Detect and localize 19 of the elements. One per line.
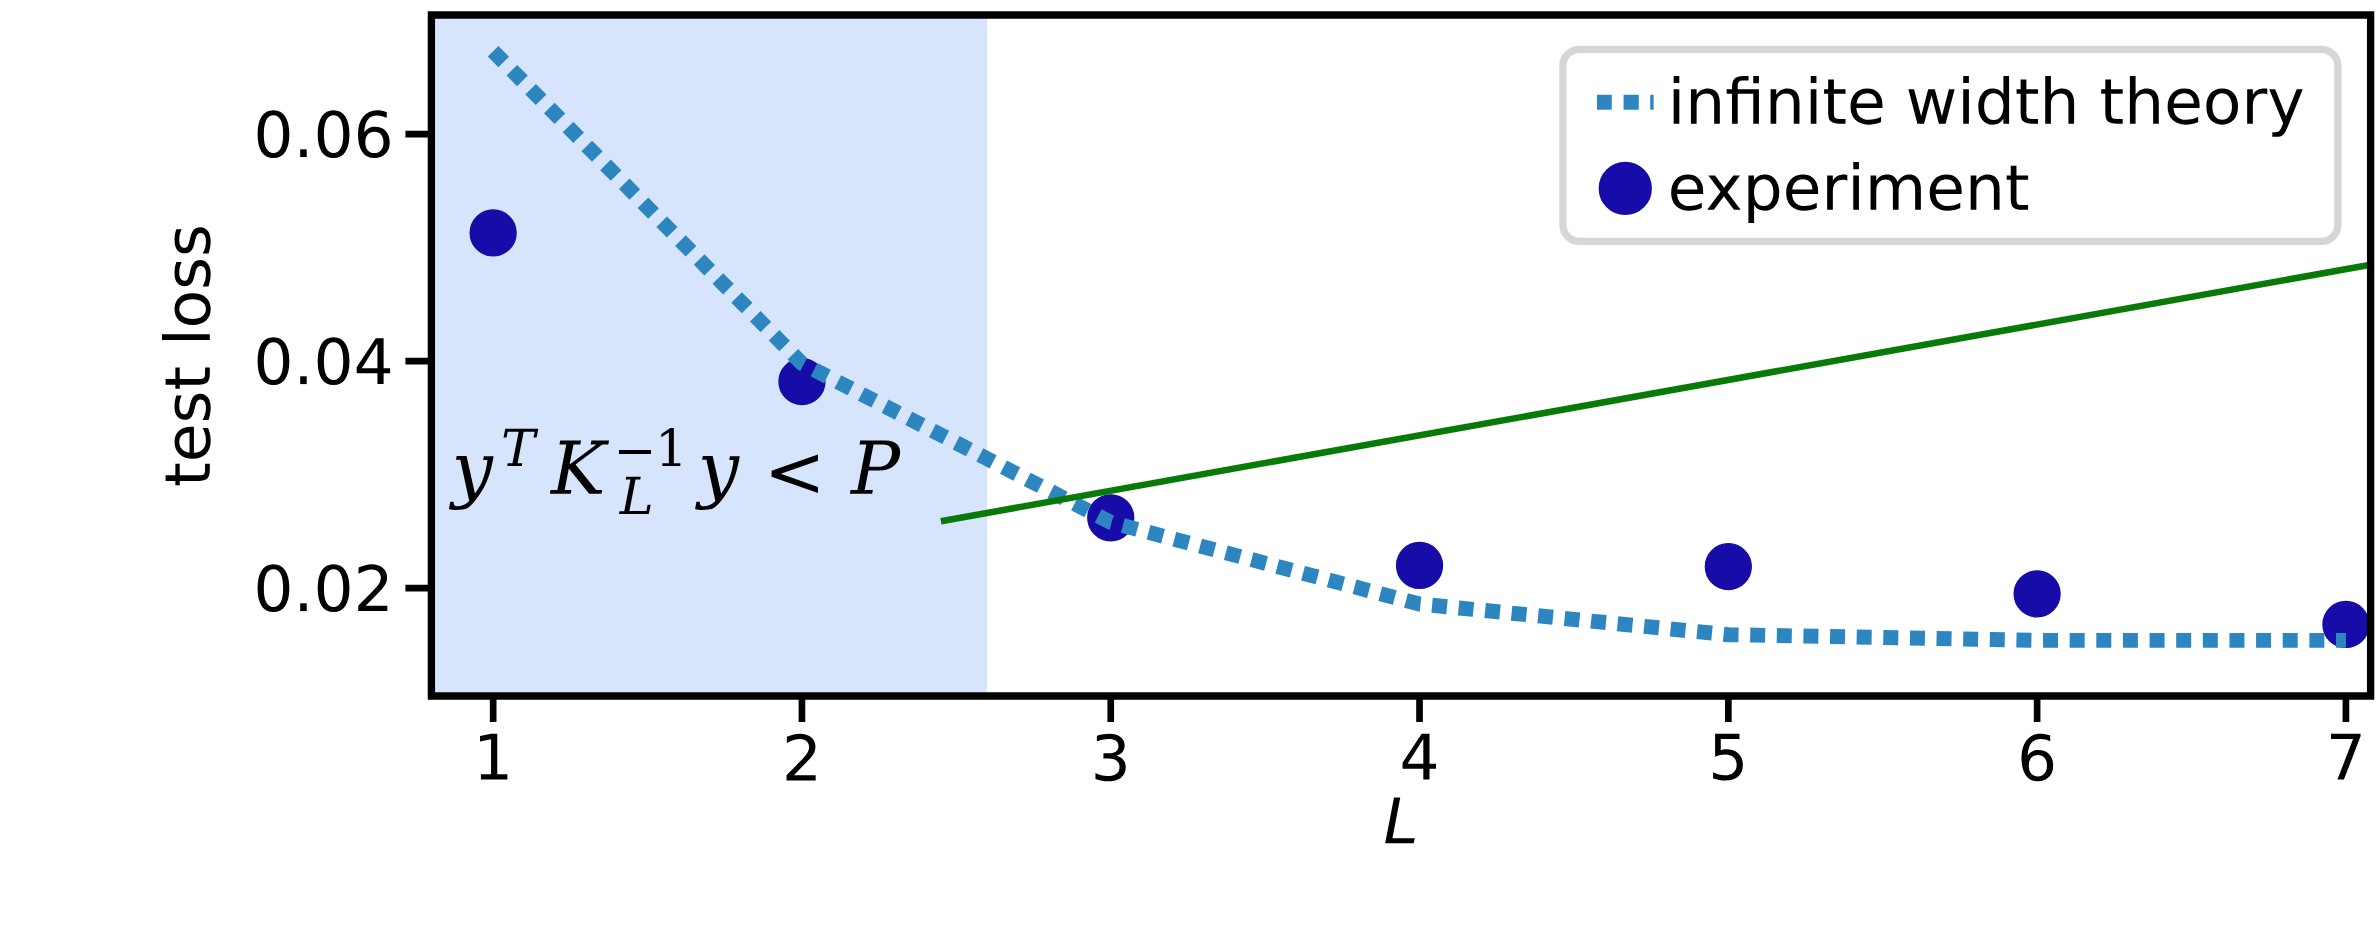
x-axis-title: L [1385,797,1415,844]
x-tick-label: 7 [2331,733,2361,780]
point [1704,543,1752,591]
x-tick-label: 6 [2021,733,2054,782]
y-tick-label: 0.02 [257,564,388,613]
point [1395,542,1444,590]
point [2013,570,2061,618]
x-tick-label: 4 [1402,733,1436,780]
y-tick-label: 0.06 [257,110,390,159]
legend-label: experiment [1671,162,2029,224]
y-axis-title: test loss [161,227,211,486]
y-tick-label: 0.04 [257,337,391,386]
x-tick-label: 5 [1713,733,1743,781]
x-tick-label: 1 [480,733,508,780]
x-tick-label: 2 [786,733,816,781]
legend-label: infinite width theory [1673,76,2303,138]
band-label: $y^{T}K_{L}^{-1}y<P$ [448,428,901,515]
x-tick-label: 3 [1095,733,1126,782]
point [469,209,517,257]
